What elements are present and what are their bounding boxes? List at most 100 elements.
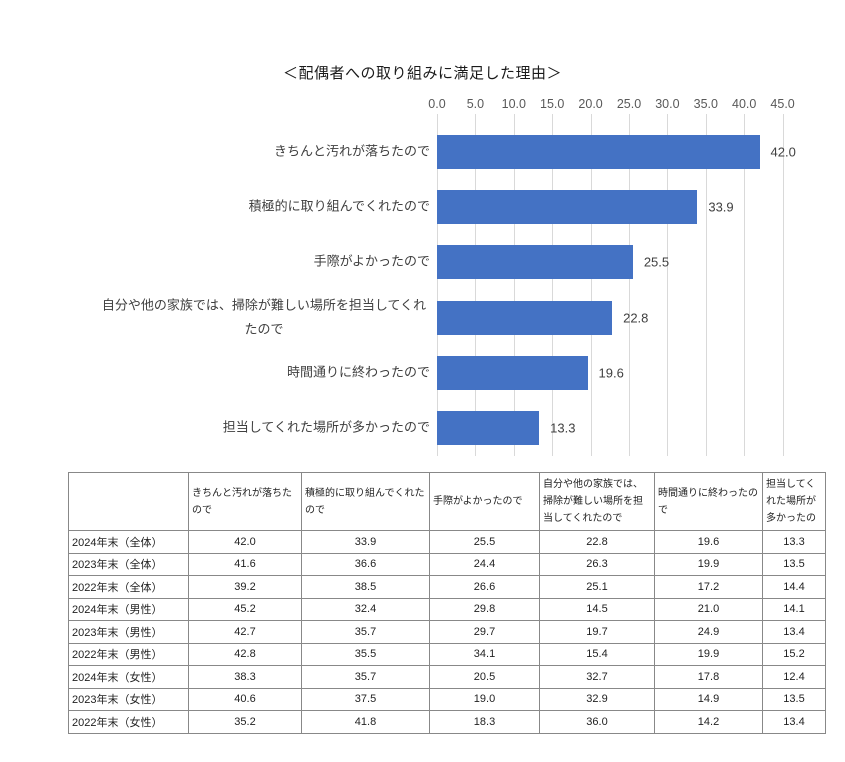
value-cell: 32.9 — [539, 687, 655, 711]
value-cell: 14.2 — [654, 710, 763, 734]
value-cell: 13.4 — [762, 710, 826, 734]
x-axis-tick-label: 15.0 — [540, 97, 565, 111]
value-cell: 13.3 — [762, 530, 826, 554]
x-axis-tick-label: 40.0 — [732, 97, 757, 111]
value-cell: 15.4 — [539, 642, 655, 666]
value-cell: 17.2 — [654, 575, 763, 599]
value-cell: 26.3 — [539, 552, 655, 576]
value-cell: 35.2 — [188, 710, 302, 734]
x-axis-tick-label: 30.0 — [655, 97, 680, 111]
value-cell: 21.0 — [654, 597, 763, 621]
value-cell: 41.8 — [301, 710, 430, 734]
gridline — [552, 114, 554, 456]
row-label-cell: 2024年末（男性） — [68, 597, 189, 621]
value-cell: 35.7 — [301, 620, 430, 644]
value-cell: 14.9 — [654, 687, 763, 711]
bar — [437, 300, 613, 335]
value-cell: 39.2 — [188, 575, 302, 599]
value-cell: 38.3 — [188, 665, 302, 689]
category-label-text: 自分や他の家族では、掃除が難しい場所を担当してくれたので — [101, 296, 427, 337]
table-row: 2023年末（全体） 41.6 36.6 24.4 26.3 19.9 13.5 — [68, 552, 826, 576]
value-cell: 37.5 — [301, 687, 430, 711]
value-cell: 14.5 — [539, 597, 655, 621]
x-axis-tick-label: 5.0 — [466, 97, 485, 111]
value-cell: 35.7 — [301, 665, 430, 689]
value-cell: 19.0 — [429, 687, 540, 711]
table-row: 2024年末（男性） 45.2 32.4 29.8 14.5 21.0 14.1 — [68, 597, 826, 621]
satisfaction-reasons-table: きちんと汚れが落ちたので 積極的に取り組んでくれたので 手際がよかったので 自分や他の… — [68, 472, 826, 734]
value-cell: 14.1 — [762, 597, 826, 621]
value-cell: 35.5 — [301, 642, 430, 666]
value-cell: 41.6 — [188, 552, 302, 576]
category-label-text: 手際がよかったので — [313, 254, 430, 270]
category-label: きちんと汚れが落ちたので — [98, 140, 430, 165]
category-label-text: きちんと汚れが落ちたので — [273, 143, 430, 159]
x-axis-tick-label: 10.0 — [501, 97, 526, 111]
value-cell: 36.0 — [539, 710, 655, 734]
table-header-cell: 手際がよかったので — [429, 472, 540, 531]
bar-value-label: 22.8 — [623, 310, 649, 326]
table-body: 2024年末（全体） 42.0 33.9 25.5 22.8 19.6 13.3 2023年末… — [68, 530, 826, 734]
gridline — [782, 114, 784, 456]
bar — [437, 190, 698, 225]
value-cell: 14.4 — [762, 575, 826, 599]
x-axis-tick-label: 0.0 — [428, 97, 446, 111]
row-label-cell: 2023年末（男性） — [68, 620, 189, 644]
table-row: 2022年末（全体） 39.2 38.5 26.6 25.1 17.2 14.4 — [68, 575, 826, 599]
value-cell: 17.8 — [654, 665, 763, 689]
value-cell: 32.7 — [539, 665, 655, 689]
value-cell: 12.4 — [762, 665, 826, 689]
value-cell: 13.4 — [762, 620, 826, 644]
table-header-cell: 時間通りに終わったので — [654, 472, 763, 531]
value-cell: 20.5 — [429, 665, 540, 689]
category-label: 担当してくれた場所が多かったので — [98, 416, 430, 441]
value-cell: 42.7 — [188, 620, 302, 644]
value-cell: 34.1 — [429, 642, 540, 666]
value-cell: 19.9 — [654, 642, 763, 666]
table-head: きちんと汚れが落ちたので 積極的に取り組んでくれたので 手際がよかったので 自分や他の… — [68, 472, 826, 531]
gridline — [437, 114, 438, 456]
category-label: 手際がよかったので — [98, 250, 430, 275]
gridline — [667, 114, 669, 456]
table-row: 2023年末（男性） 42.7 35.7 29.7 19.7 24.9 13.4 — [68, 620, 826, 644]
value-cell: 42.8 — [188, 642, 302, 666]
bar-value-label: 42.0 — [770, 144, 796, 160]
value-cell: 24.4 — [429, 552, 540, 576]
value-cell: 19.7 — [539, 620, 655, 644]
category-label: 積極的に取り組んでくれたので — [98, 195, 430, 220]
value-cell: 29.8 — [429, 597, 540, 621]
category-label-text: 担当してくれた場所が多かったので — [222, 419, 430, 435]
value-cell: 29.7 — [429, 620, 540, 644]
value-cell: 13.5 — [762, 552, 826, 576]
value-cell: 13.5 — [762, 687, 826, 711]
table-header-cell: 担当してくれた場所が多かったの — [762, 472, 826, 531]
value-cell: 25.1 — [539, 575, 655, 599]
table-header-cell: 自分や他の家族では、掃除が難しい場所を担当してくれたので — [539, 472, 655, 531]
category-label-text: 積極的に取り組んでくれたので — [248, 198, 430, 214]
value-cell: 26.6 — [429, 575, 540, 599]
table-row: 2023年末（女性） 40.6 37.5 19.0 32.9 14.9 13.5 — [68, 687, 826, 711]
x-axis-tick-label: 20.0 — [578, 97, 603, 111]
gridline — [513, 114, 515, 456]
value-cell: 25.5 — [429, 530, 540, 554]
chart-title: ＜配偶者への取り組みに満足した理由＞ — [282, 65, 562, 82]
bar — [437, 411, 540, 445]
bar — [437, 245, 633, 280]
gridline — [475, 114, 477, 456]
table-row: 2022年末（女性） 35.2 41.8 18.3 36.0 14.2 13.4 — [68, 710, 826, 734]
value-cell: 24.9 — [654, 620, 763, 644]
bar — [437, 135, 760, 169]
value-cell: 33.9 — [301, 530, 430, 554]
value-cell: 38.5 — [301, 575, 430, 599]
table-corner-cell — [68, 472, 189, 531]
bar-value-label: 33.9 — [708, 199, 734, 215]
value-cell: 22.8 — [539, 530, 655, 554]
gridline — [629, 114, 630, 456]
x-axis-tick-label: 25.0 — [616, 97, 642, 111]
row-label-cell: 2024年末（全体） — [68, 530, 189, 554]
table-row: 2024年末（女性） 38.3 35.7 20.5 32.7 17.8 12.4 — [68, 665, 826, 689]
value-cell: 40.6 — [188, 687, 302, 711]
x-axis-tick-label: 45.0 — [770, 97, 795, 111]
row-label-cell: 2022年末（男性） — [68, 642, 189, 666]
